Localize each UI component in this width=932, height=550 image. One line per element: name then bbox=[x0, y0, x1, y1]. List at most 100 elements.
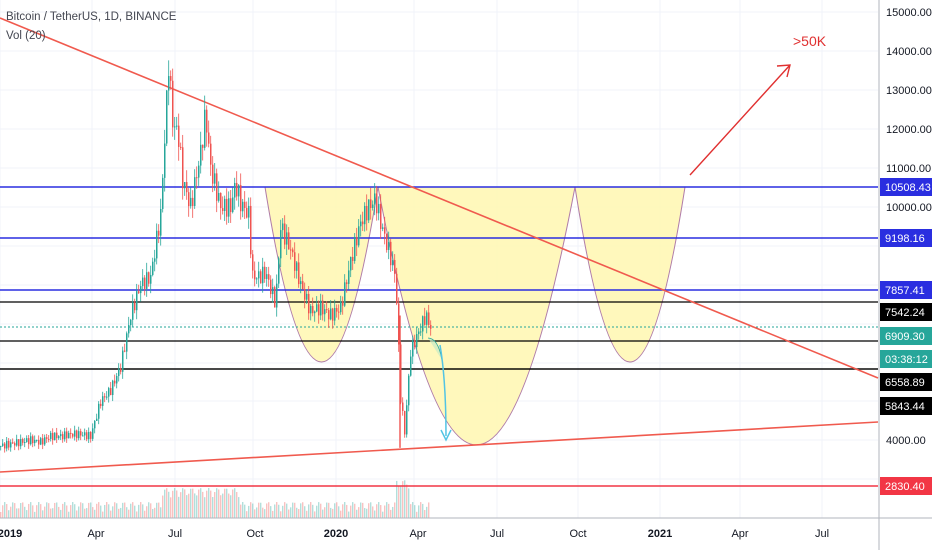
volume-bar bbox=[260, 502, 262, 518]
volume-bar bbox=[102, 511, 104, 518]
volume-bar bbox=[44, 506, 46, 518]
candle-body bbox=[126, 333, 128, 352]
volume-bar bbox=[140, 502, 142, 518]
volume-label: Vol (20) bbox=[6, 30, 46, 42]
x-axis-tick-label: Apr bbox=[87, 528, 104, 540]
volume-bar bbox=[416, 511, 418, 518]
volume-bar bbox=[368, 503, 370, 518]
candle-body bbox=[382, 227, 384, 229]
candle-body bbox=[140, 286, 142, 294]
x-axis-tick-label: Jul bbox=[168, 528, 182, 540]
volume-bar bbox=[364, 508, 366, 518]
volume-bar bbox=[244, 504, 246, 518]
candle-body bbox=[256, 278, 258, 280]
candle-body bbox=[350, 256, 352, 271]
candle-body bbox=[124, 350, 126, 352]
price-badge-bg bbox=[880, 281, 932, 299]
volume-bar bbox=[374, 510, 376, 518]
volume-bar bbox=[202, 491, 204, 518]
volume-bar bbox=[282, 505, 284, 518]
volume-bar bbox=[320, 503, 322, 518]
candle-body bbox=[12, 442, 14, 444]
volume-bar bbox=[136, 511, 138, 518]
price-badge-bg bbox=[880, 373, 932, 391]
y-axis-tick-label: 11000.00 bbox=[886, 163, 931, 175]
volume-bar bbox=[228, 493, 230, 518]
candle-body bbox=[112, 380, 114, 396]
volume-bar bbox=[412, 502, 414, 518]
volume-bar bbox=[198, 489, 200, 518]
candle-body bbox=[160, 208, 162, 236]
price-badge-bg bbox=[880, 229, 932, 247]
y-axis-tick-label: 13000.00 bbox=[886, 85, 932, 97]
volume-bar bbox=[130, 503, 132, 518]
candle-body bbox=[76, 430, 78, 439]
price-badge-label: 2830.40 bbox=[885, 481, 925, 493]
candle-body bbox=[344, 282, 346, 306]
candle-body bbox=[90, 431, 92, 439]
candle-body bbox=[356, 236, 358, 246]
volume-bar bbox=[148, 502, 150, 518]
candle-body bbox=[226, 198, 228, 217]
volume-bar bbox=[160, 507, 162, 518]
candle-body bbox=[48, 438, 50, 440]
candle-body bbox=[268, 274, 270, 280]
candle-body bbox=[312, 306, 314, 314]
volume-bar bbox=[308, 504, 310, 518]
candle-body bbox=[362, 221, 364, 225]
candle-body bbox=[100, 403, 102, 406]
volume-bar bbox=[236, 491, 238, 518]
price-badge-bg bbox=[880, 397, 932, 415]
volume-bar bbox=[150, 503, 152, 518]
price-badge-label: 6909.30 bbox=[885, 331, 925, 343]
volume-bar bbox=[78, 506, 80, 518]
volume-bar bbox=[30, 502, 32, 518]
candle-body bbox=[134, 302, 136, 311]
volume-bar bbox=[6, 504, 8, 518]
candle-body bbox=[128, 325, 130, 334]
volume-bar bbox=[408, 488, 410, 518]
volume-bar bbox=[56, 502, 58, 518]
y-axis-tick-label: 14000.00 bbox=[886, 46, 932, 58]
candle-body bbox=[322, 300, 324, 315]
candle-body bbox=[10, 442, 12, 448]
price-badge-bg bbox=[880, 178, 932, 196]
volume-bar bbox=[36, 505, 38, 518]
volume-bar bbox=[204, 497, 206, 518]
candle-body bbox=[0, 445, 2, 447]
candle-body bbox=[120, 368, 122, 372]
candle-body bbox=[248, 205, 250, 218]
candle-body bbox=[190, 197, 192, 207]
candle-body bbox=[426, 312, 428, 325]
candle-body bbox=[358, 226, 360, 246]
volume-bar bbox=[324, 507, 326, 518]
candle-body bbox=[44, 437, 46, 445]
volume-bar bbox=[312, 504, 314, 518]
candle-body bbox=[186, 182, 188, 193]
volume-bar bbox=[174, 488, 176, 518]
volume-bar bbox=[272, 510, 274, 518]
candle-body bbox=[428, 312, 430, 325]
candle-body bbox=[230, 198, 232, 213]
candle-body bbox=[6, 440, 8, 449]
volume-bar bbox=[124, 502, 126, 518]
candle-body bbox=[40, 438, 42, 445]
volume-bar bbox=[192, 488, 194, 518]
volume-bar bbox=[166, 488, 168, 518]
volume-bar bbox=[32, 505, 34, 518]
volume-bar bbox=[280, 511, 282, 518]
cup-shape-2 bbox=[377, 186, 576, 446]
breakout-target-label: >50K bbox=[793, 33, 827, 49]
candle-body bbox=[414, 340, 416, 348]
candle-body bbox=[150, 274, 152, 284]
volume-bar bbox=[224, 488, 226, 518]
candle-body bbox=[336, 307, 338, 312]
candle-body bbox=[194, 177, 196, 206]
volume-bar bbox=[328, 502, 330, 518]
volume-bar bbox=[184, 489, 186, 518]
volume-bar bbox=[110, 510, 112, 518]
volume-bar bbox=[210, 490, 212, 518]
candle-body bbox=[346, 282, 348, 284]
candle-body bbox=[104, 396, 106, 398]
